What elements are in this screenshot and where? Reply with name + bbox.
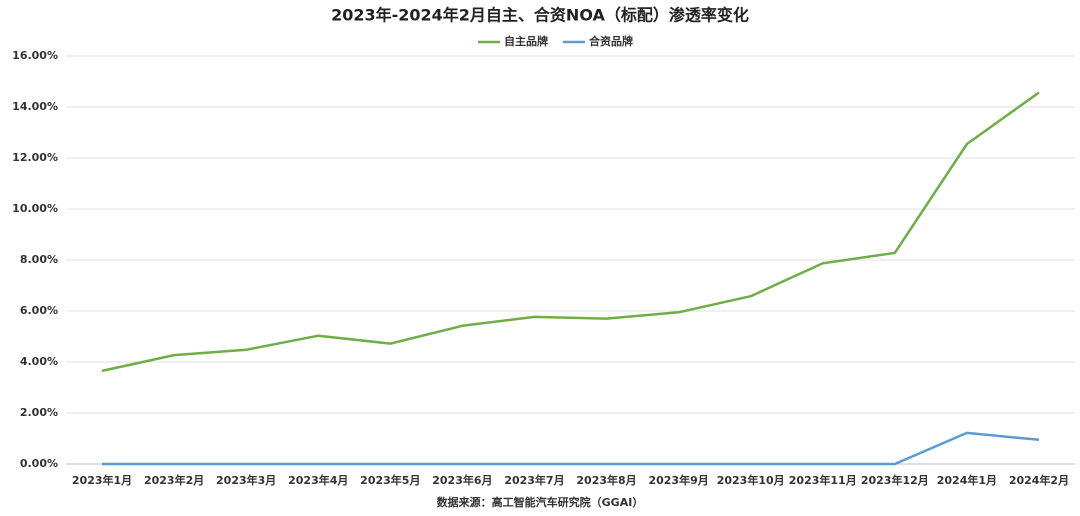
x-tick-label: 2024年1月: [937, 473, 997, 487]
x-tick-label: 2023年5月: [360, 473, 420, 487]
x-tick-label: 2023年6月: [432, 473, 492, 487]
y-tick-label: 10.00%: [12, 202, 58, 215]
x-tick-label: 2023年3月: [216, 473, 276, 487]
x-tick-label: 2023年4月: [288, 473, 348, 487]
y-tick-label: 0.00%: [20, 457, 58, 470]
x-tick-label: 2023年1月: [72, 473, 132, 487]
x-tick-label: 2023年2月: [144, 473, 204, 487]
y-tick-label: 16.00%: [12, 49, 58, 62]
y-tick-label: 6.00%: [20, 304, 58, 317]
series-line: [102, 431, 1040, 466]
series-line: [101, 91, 1040, 373]
y-tick-label: 2.00%: [20, 406, 58, 419]
source-note: 数据来源：高工智能汽车研究院（GGAI）: [437, 495, 644, 509]
x-tick-label: 2023年7月: [504, 473, 564, 487]
legend-label: 合资品牌: [589, 34, 633, 48]
x-tick-label: 2023年10月: [717, 473, 785, 487]
chart-title: 2023年-2024年2月自主、合资NOA（标配）渗透率变化: [331, 6, 749, 25]
x-tick-label: 2023年9月: [648, 473, 708, 487]
legend-label: 自主品牌: [504, 34, 548, 48]
x-tick-label: 2024年2月: [1009, 473, 1069, 487]
x-tick-label: 2023年12月: [861, 473, 929, 487]
y-tick-label: 12.00%: [12, 151, 58, 164]
x-tick-label: 2023年8月: [576, 473, 636, 487]
x-tick-label: 2023年11月: [789, 473, 857, 487]
y-tick-label: 8.00%: [20, 253, 58, 266]
y-tick-label: 4.00%: [20, 355, 58, 368]
y-tick-label: 14.00%: [12, 100, 58, 113]
